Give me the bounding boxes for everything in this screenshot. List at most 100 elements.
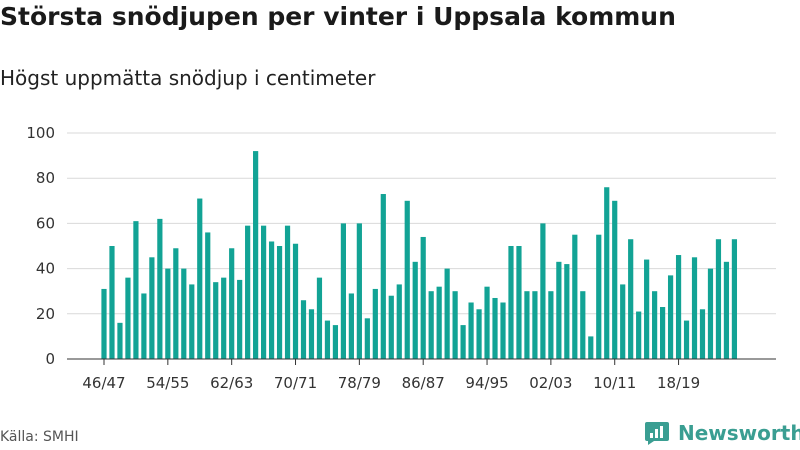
bar: 96/97: 25 (500, 302, 506, 359)
bar: 58/59: 71 (197, 198, 203, 359)
bar: 98/99: 50 (516, 246, 522, 359)
bar: undefined: 43 (723, 261, 730, 359)
bar: 60/61: 34 (213, 282, 219, 359)
bar: 12/13: 53 (628, 239, 634, 359)
bar: 55/56: 49 (173, 248, 179, 359)
brand-logo: Newsworthy (644, 420, 800, 446)
bar: 76/77: 60 (340, 223, 346, 359)
x-tick-label: 70/71 (274, 374, 317, 392)
bar: 70/71: 51 (292, 243, 299, 359)
x-tick-label: 78/79 (338, 374, 381, 392)
bar: 56/57: 40 (181, 268, 187, 359)
bar: 13/14: 21 (636, 311, 642, 359)
bar: 88/89: 32 (436, 286, 442, 359)
bar: 68/69: 50 (276, 246, 283, 359)
bar: 90/91: 30 (452, 291, 458, 359)
bar: 61/62: 36 (221, 277, 227, 359)
bar-chart: 46/47: 3147/48: 5048/49: 1649/50: 3650/5… (26, 124, 776, 392)
x-tick-label: 18/19 (657, 374, 700, 392)
bar: 67/68: 52 (268, 241, 275, 359)
bar: 71/72: 26 (300, 300, 307, 359)
bar: 21/22: 22 (699, 309, 706, 359)
newsworthy-logo-icon (645, 422, 669, 445)
bar: 20/21: 45 (691, 257, 698, 359)
bar: 75/76: 15 (332, 325, 339, 359)
bar: 64/65: 59 (245, 225, 251, 359)
bar: 79/80: 18 (364, 318, 370, 359)
bar: 66/67: 59 (261, 225, 267, 359)
bar: 01/02: 60 (540, 223, 546, 359)
bar: 49/50: 36 (125, 277, 131, 359)
bar: 04/05: 42 (564, 264, 570, 359)
y-tick-label: 100 (26, 124, 55, 142)
bar: undefined: 53 (731, 239, 738, 359)
bar: 80/81: 31 (372, 288, 378, 359)
bar: 91/92: 15 (460, 325, 466, 359)
bar: 09/10: 76 (604, 187, 610, 359)
bar: 54/55: 40 (165, 268, 171, 359)
bar: 10/11: 70 (612, 200, 618, 359)
bar: 89/90: 40 (444, 268, 450, 359)
bar: 69/70: 59 (284, 225, 291, 359)
bar: 15/16: 30 (652, 291, 658, 359)
bar: 87/88: 30 (428, 291, 434, 359)
bar: 06/07: 30 (580, 291, 586, 359)
bar: 19/20: 17 (683, 320, 690, 359)
bar: 07/08: 10 (588, 336, 594, 359)
x-tick-label: 86/87 (402, 374, 445, 392)
bar: 73/74: 36 (316, 277, 323, 359)
bar: 48/49: 16 (117, 322, 123, 359)
y-tick-label: 40 (36, 260, 55, 278)
x-tick-label: 94/95 (465, 374, 508, 392)
bar: 92/93: 25 (468, 302, 474, 359)
bar: 85/86: 43 (412, 261, 418, 359)
bar: 94/95: 32 (484, 286, 490, 359)
chart-subtitle: Högst uppmätta snödjup i centimeter (0, 66, 376, 90)
bar: 22/23: 40 (707, 268, 714, 359)
bar: 17/18: 37 (667, 275, 674, 359)
axes: 0 20 40 60 80 100 46/47 54/55 62/63 70/71 78/79 86/… (26, 124, 776, 392)
bar: 97/98: 50 (508, 246, 514, 359)
bar: 50/51: 61 (133, 221, 139, 359)
bar: 23/24: 53 (715, 239, 722, 359)
bar: 18/19: 46 (675, 255, 682, 359)
bar: 46/47: 31 (101, 288, 107, 359)
x-tick-label: 54/55 (146, 374, 189, 392)
y-tick-label: 0 (45, 350, 55, 368)
x-tick-label: 46/47 (82, 374, 125, 392)
bar: 53/54: 62 (157, 218, 163, 359)
x-tick-label: 62/63 (210, 374, 253, 392)
bar: 05/06: 55 (572, 234, 578, 359)
bar: 14/15: 44 (644, 259, 650, 359)
bars: 46/47: 3147/48: 5048/49: 1649/50: 3650/5… (101, 151, 738, 359)
brand-name: Newsworthy (678, 421, 800, 445)
x-tick-label: 10/11 (593, 374, 636, 392)
bar: 51/52: 29 (141, 293, 147, 359)
bar: 86/87: 54 (420, 236, 426, 359)
bar: 74/75: 17 (324, 320, 331, 359)
bar: 99/00: 30 (524, 291, 530, 359)
y-tick-label: 60 (36, 214, 55, 232)
bar: 95/96: 27 (492, 297, 498, 359)
bar: 47/48: 50 (109, 246, 115, 359)
bar: 78/79: 60 (356, 223, 362, 359)
bar: 08/09: 55 (596, 234, 602, 359)
bar: 65/66: 92 (253, 151, 259, 359)
bar: 82/83: 28 (388, 295, 394, 359)
bar: 57/58: 33 (189, 284, 195, 359)
bar: 93/94: 22 (476, 309, 482, 359)
bar: 03/04: 43 (556, 261, 562, 359)
bar: 63/64: 35 (237, 279, 243, 359)
bar: 02/03: 30 (548, 291, 554, 359)
y-tick-label: 80 (36, 169, 55, 187)
chart-title: Största snödjupen per vinter i Uppsala k… (0, 2, 676, 31)
bar: 83/84: 33 (396, 284, 402, 359)
bar: 59/60: 56 (205, 232, 211, 359)
bar: 62/63: 49 (229, 248, 235, 359)
bar: 16/17: 23 (660, 307, 666, 359)
bar: 11/12: 33 (620, 284, 626, 359)
bar: 00/01: 30 (532, 291, 538, 359)
bar: 84/85: 70 (404, 200, 410, 359)
bar: 77/78: 29 (348, 293, 354, 359)
y-tick-label: 20 (36, 305, 55, 323)
